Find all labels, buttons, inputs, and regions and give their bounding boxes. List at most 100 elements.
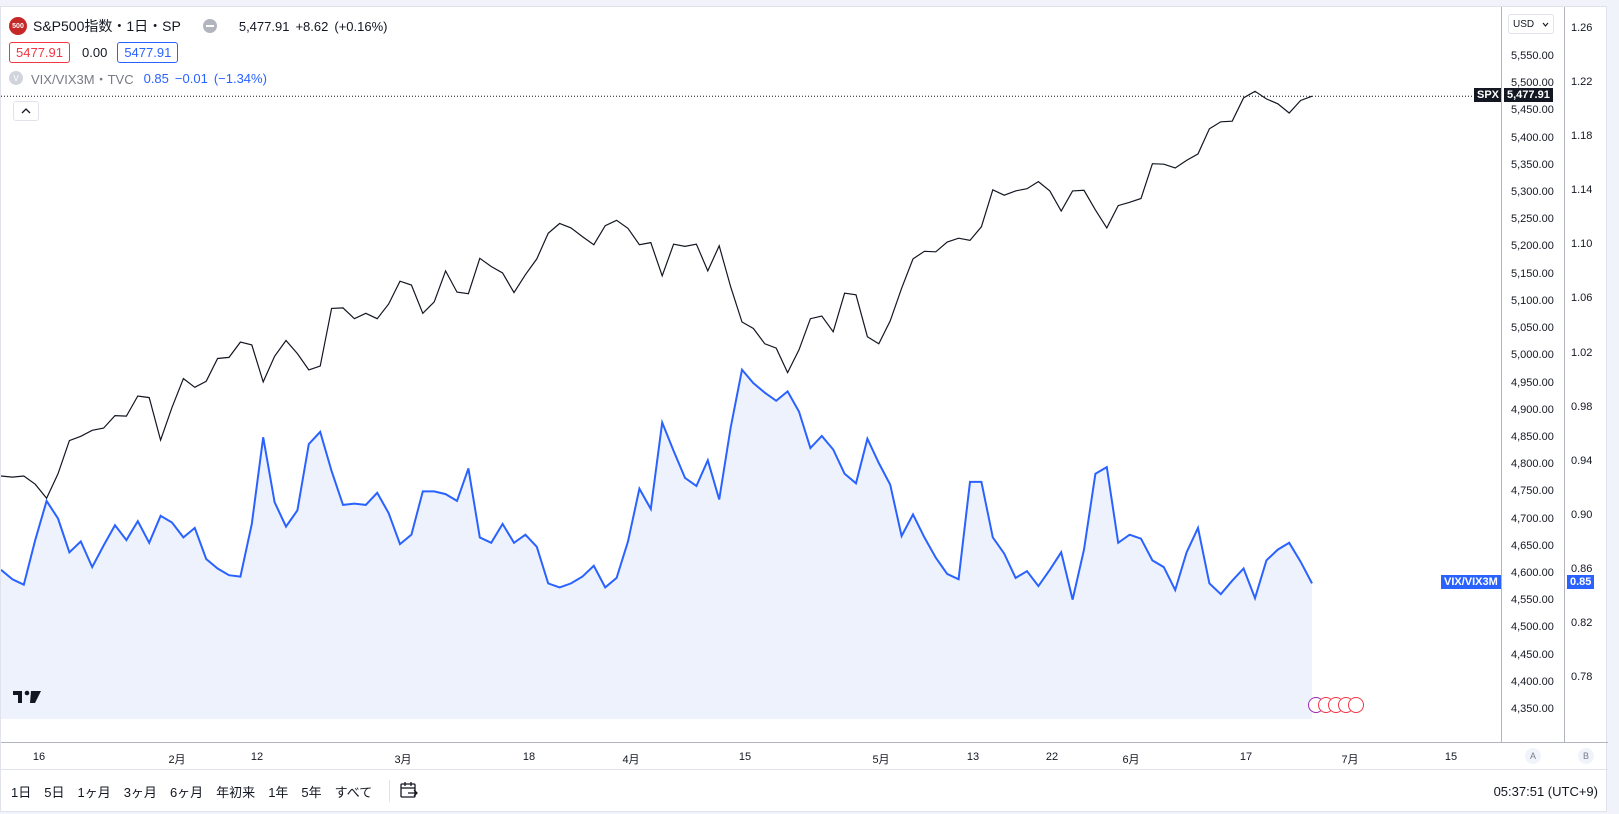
range-button[interactable]: 年初来 [216,785,256,800]
range-button[interactable]: すべて [334,785,373,800]
ratio-tick-label: 1.06 [1571,292,1593,305]
time-tick-label: 2月 [168,754,186,766]
range-button[interactable]: 1日 [11,785,32,800]
price-tick-label: 5,300.00 [1511,186,1554,199]
time-tick-label: 4月 [622,754,640,766]
price-axis-right[interactable]: 0.85 1.26 1.22 1.18 1.14 1.10 1.06 1.02 0.98 0.9… [1564,7,1609,742]
price-tick-label: 5,550.00 [1511,50,1554,62]
time-tick-label: 16 [32,751,46,763]
ratio-tick-label: 1.14 [1571,184,1593,197]
tradingview-logo-icon[interactable] [13,689,43,710]
price-tick-label: 5,200.00 [1511,240,1554,253]
clock-timezone[interactable]: 05:37:51 (UTC+9) [1493,784,1598,799]
market-status-icon[interactable] [202,19,217,33]
price-tick-label: 4,600.00 [1511,566,1554,579]
price-tick-label: 5,050.00 [1511,322,1554,335]
vix-logo-icon: V [9,71,23,85]
range-button[interactable]: 1ヶ月 [77,785,111,800]
event-markers[interactable] [1308,697,1364,713]
ratio-tick-label: 1.26 [1571,22,1593,34]
legend-compare-row[interactable]: V VIX/VIX3M・TVC 0.85 −0.01 (−1.34%) [9,65,393,91]
time-axis[interactable]: A B 16 2月 12 3月 18 4月 15 5月 13 22 6月 17 7月 15 [1,742,1608,770]
price-axis-left[interactable]: USD 5,477.91 5,550.00 5,500.00 5,450.00 5,4… [1501,7,1564,742]
time-tick-label: 6月 [1122,754,1140,766]
buy-button[interactable]: 5477.91 [117,41,179,63]
vix-series-line[interactable] [1,367,1313,602]
spx-series-line[interactable] [1,90,1313,500]
time-tick-label: 5月 [872,754,890,766]
price-tick-label: 5,350.00 [1511,158,1554,171]
spx-label-tag: SPX [1474,88,1503,103]
range-button[interactable]: 3ヶ月 [123,785,157,800]
legend-main-row[interactable]: 500 S&P500指数・1日・SP 5,477.91 +8.62 (+0.16… [9,13,393,39]
chart-canvas[interactable] [1,7,1501,742]
ratio-tick-label: 0.82 [1571,616,1593,629]
scale-b-button[interactable]: B [1578,748,1594,764]
range-buttons: 1日 5日 1ヶ月 3ヶ月 6ヶ月 年初来 1年 5年 すべて [11,782,385,801]
bottom-toolbar: 1日 5日 1ヶ月 3ヶ月 6ヶ月 年初来 1年 5年 すべて 05:37:51 (UTC+9) [1,769,1608,814]
currency-value: USD [1513,18,1535,30]
sp500-logo-icon: 500 [9,17,27,35]
chart-pane[interactable]: 500 S&P500指数・1日・SP 5,477.91 +8.62 (+0.16… [1,7,1503,742]
compare-change-pct: (−1.34%) [213,70,267,86]
spread-value: 0.00 [82,44,108,60]
main-symbol-title[interactable]: S&P500指数・1日・SP [33,18,181,34]
chart-window: 500 S&P500指数・1日・SP 5,477.91 +8.62 (+0.16… [0,6,1609,814]
tv-mark [13,690,41,703]
price-tick-label: 5,100.00 [1511,294,1554,307]
ratio-tick-label: 0.78 [1571,671,1593,683]
price-tick-label: 4,850.00 [1511,430,1554,443]
time-tick-label: 17 [1239,751,1253,763]
range-button[interactable]: 5日 [44,785,65,800]
price-tick-label: 5,250.00 [1511,213,1554,226]
time-tick-label: 15 [1444,751,1458,763]
price-tick-label: 5,500.00 [1511,77,1554,90]
price-tick-label: 4,550.00 [1511,594,1554,607]
calendar-icon[interactable] [399,780,419,800]
price-tick-label: 5,450.00 [1511,104,1554,117]
time-tick-label: 18 [522,751,536,763]
ratio-tick-label: 1.22 [1571,76,1593,89]
ratio-tick-label: 1.02 [1571,346,1593,359]
legend: 500 S&P500指数・1日・SP 5,477.91 +8.62 (+0.16… [9,13,393,91]
vix-area-fill [1,369,1312,719]
price-tick-label: 4,400.00 [1511,675,1554,688]
range-button[interactable]: 6ヶ月 [169,785,204,800]
ratio-tick-label: 0.90 [1571,508,1593,521]
compare-value: 0.85 [143,70,169,86]
ratio-tick-label: 0.98 [1571,400,1593,413]
compare-symbol-title[interactable]: VIX/VIX3M・TVC [31,71,134,87]
price-tick-label: 4,650.00 [1511,539,1554,552]
ratio-tick-label: 0.86 [1571,562,1593,575]
range-button[interactable]: 1年 [268,785,289,800]
price-tick-label: 4,700.00 [1511,512,1554,525]
vix-price-tag: 0.85 [1567,575,1595,590]
time-tick-label: 13 [966,751,980,763]
range-button[interactable]: 5年 [301,785,322,800]
legend-collapse-button[interactable] [13,101,39,121]
sell-button[interactable]: 5477.91 [9,41,70,63]
price-tick-label: 4,800.00 [1511,458,1554,471]
vix-label-tag: VIX/VIX3M [1441,575,1501,590]
chevron-down-icon [1542,22,1549,27]
price-tick-label: 4,450.00 [1511,648,1554,661]
price-tick-label: 5,400.00 [1511,131,1554,144]
main-change: +8.62 [295,18,329,34]
price-tick-label: 4,350.00 [1511,703,1554,715]
main-change-pct: (+0.16%) [334,18,388,34]
legend-bid-ask-row: 5477.91 0.00 5477.91 [9,39,393,65]
compare-change: −0.01 [174,70,208,86]
price-tick-label: 4,900.00 [1511,403,1554,416]
time-tick-label: 15 [738,751,752,763]
ratio-tick-label: 1.10 [1571,238,1593,251]
ratio-tick-label: 1.18 [1571,130,1593,143]
currency-select[interactable]: USD [1508,14,1554,34]
price-tick-label: 4,950.00 [1511,376,1554,389]
auto-scale-button[interactable]: A [1525,748,1541,764]
main-price: 5,477.91 [238,18,290,34]
ratio-tick-label: 0.94 [1571,454,1593,467]
us-flag-icon[interactable] [1348,697,1364,713]
time-tick-label: 12 [250,751,264,763]
price-tick-label: 5,150.00 [1511,267,1554,280]
toolbar-divider [389,780,390,802]
